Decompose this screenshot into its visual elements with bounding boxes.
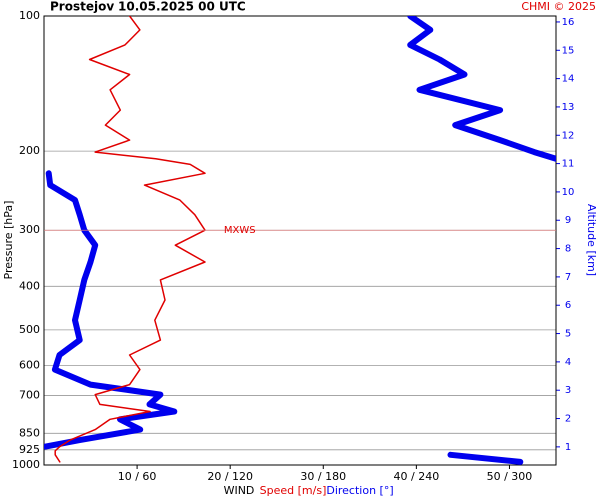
y2-tick-label: 4 — [565, 357, 571, 368]
y-tick-label: 400 — [19, 279, 40, 292]
annotation: MXWS — [224, 225, 256, 236]
y2-tick-label: 10 — [562, 187, 575, 198]
time: 10.05.2025 00 UTC — [118, 0, 246, 14]
x-tick-label: 40 / 240 — [394, 470, 440, 483]
plot-frame — [43, 15, 557, 466]
y-tick-label: 925 — [19, 443, 40, 456]
station: Prostejov — [50, 0, 114, 14]
y2-tick-label: 7 — [565, 272, 571, 283]
y2-tick-label: 2 — [565, 414, 571, 425]
y2-tick-label: 6 — [565, 300, 571, 311]
x-tick-label: 10 / 60 — [118, 470, 157, 483]
profile-line — [54, 16, 206, 463]
y2-tick-label: 16 — [562, 17, 575, 28]
y2-tick-label: 14 — [562, 74, 575, 85]
y-tick-label: 200 — [19, 144, 40, 157]
y2-tick-label: 9 — [565, 215, 571, 226]
y-tick-label: 850 — [19, 426, 40, 439]
y2-tick-label: 11 — [562, 159, 575, 170]
y2-tick-label: 8 — [565, 244, 571, 255]
y2-tick-label: 12 — [562, 130, 575, 141]
y-tick-label: 600 — [19, 358, 40, 371]
x-tick-label: 20 / 120 — [207, 470, 253, 483]
y-tick-label: 100 — [19, 9, 40, 22]
plot-area — [44, 16, 556, 465]
speed-label: Speed [m/s] — [260, 484, 327, 497]
y-tick-label: 700 — [19, 388, 40, 401]
y2-tick-label: 3 — [565, 385, 571, 396]
y2-axis-label: Altitude [km] — [585, 204, 598, 276]
direction-label: Direction [°] — [326, 484, 393, 497]
y-axis-label: Pressure [hPa] — [2, 201, 15, 280]
x-tick-label: 30 / 180 — [300, 470, 346, 483]
y2-tick-label: 15 — [562, 45, 575, 56]
y2-tick-label: 13 — [562, 102, 575, 113]
profile-line — [44, 16, 556, 465]
y2-tick-label: 5 — [565, 329, 571, 340]
credit: CHMI © 2025 — [521, 0, 596, 13]
y-tick-label: 300 — [19, 223, 40, 236]
x-tick-label: 50 / 300 — [487, 470, 533, 483]
y2-tick-label: 1 — [565, 442, 571, 453]
x-axis-label: WIND — [224, 484, 255, 497]
y-tick-label: 500 — [19, 323, 40, 336]
y-tick-label: 1000 — [12, 458, 40, 471]
